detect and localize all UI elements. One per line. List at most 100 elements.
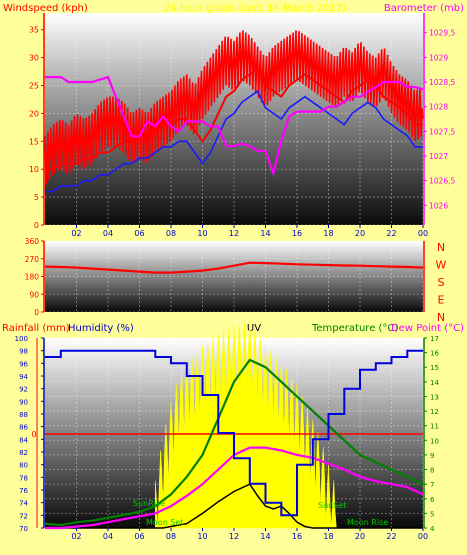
temperature-axis-title: Temperature (°C) xyxy=(311,323,398,334)
moon-series-line xyxy=(45,483,423,529)
x-tick-label: 10 xyxy=(197,532,207,541)
sunrise-label: SunRise xyxy=(133,499,165,508)
x-tick-label: 18 xyxy=(323,532,333,541)
y-tick-label: 1027 xyxy=(429,152,448,161)
x-tick-label: 12 xyxy=(229,532,239,541)
y-tick-label: 16 xyxy=(430,350,439,358)
humidity-axis: 70 72 74 76 78 80 82 84 86 88 90 92 94 96 98 100 xyxy=(15,335,45,533)
y-tick-label: 84 xyxy=(19,436,28,444)
x-tick-label: 22 xyxy=(386,532,396,541)
x-tick-label: 12 xyxy=(229,229,239,238)
compass-label: N xyxy=(437,241,445,254)
y-tick-label: 7 xyxy=(430,481,434,489)
x-tick-label: 10 xyxy=(197,229,207,238)
y-tick-label: 1029,5 xyxy=(429,29,455,38)
y-tick-label: 15 xyxy=(430,364,439,372)
barometer-axis-title: Barometer (mb) xyxy=(384,3,464,14)
x-tick-label: 02 xyxy=(71,532,81,541)
y-tick-label: 80 xyxy=(19,462,28,470)
sunset-label: SunSet xyxy=(318,501,346,510)
y-tick-label: 11 xyxy=(430,423,439,431)
moonrise-label: Moon Rise xyxy=(347,518,388,527)
y-tick-label: 4 xyxy=(430,525,435,533)
y-tick-label: 96 xyxy=(19,360,28,368)
y-tick-label: 17 xyxy=(430,335,439,343)
x-tick-label: 08 xyxy=(166,229,176,238)
direction-series-line xyxy=(44,261,424,274)
y-tick-label: 90 xyxy=(29,290,39,299)
y-tick-label: 13 xyxy=(430,393,439,401)
y-tick-label: 20 xyxy=(29,109,39,118)
x-tick-label: 00 xyxy=(418,532,428,541)
y-tick-label: 5 xyxy=(430,510,434,518)
y-tick-label: 86 xyxy=(19,424,28,432)
uv-axis-title: UV xyxy=(247,323,261,334)
y-tick-label: 5 xyxy=(34,193,39,202)
rain-zero-label: 0 xyxy=(31,430,36,439)
wind-time-axis: 02 04 06 08 10 12 14 16 18 20 22 00 xyxy=(71,225,428,238)
barometer-axis: 1026 1026,5 1027 1027,5 1028 1028,5 1029 1029,5 xyxy=(423,13,455,225)
gust-series-line xyxy=(44,30,424,185)
direction-grid xyxy=(45,240,424,313)
uv-series-area xyxy=(155,320,337,529)
x-tick-label: 02 xyxy=(71,229,81,238)
y-tick-label: 35 xyxy=(29,26,39,35)
direction-axis: 0 90 180 270 360 xyxy=(25,237,425,317)
y-tick-label: 88 xyxy=(19,411,28,419)
direction-plot-area xyxy=(45,241,423,312)
y-tick-label: 25 xyxy=(29,82,39,91)
y-tick-label: 10 xyxy=(29,165,39,174)
y-tick-label: 82 xyxy=(19,449,28,457)
y-tick-label: 0 xyxy=(34,221,39,230)
humidity-axis-title: Humidity (%) xyxy=(68,323,134,334)
temperature-series xyxy=(44,320,424,530)
y-tick-label: 270 xyxy=(25,255,40,264)
average-series-line xyxy=(45,89,423,193)
y-tick-label: 92 xyxy=(19,386,28,394)
y-tick-label: 9 xyxy=(430,452,434,460)
y-tick-label: 1029 xyxy=(429,53,448,62)
y-tick-label: 8 xyxy=(430,467,434,475)
y-tick-label: 70 xyxy=(19,525,28,533)
x-tick-label: 14 xyxy=(260,532,270,541)
barometer-series-line xyxy=(45,75,424,178)
dewpoint-axis-title: Dew Point (°C) xyxy=(391,323,464,334)
y-tick-label: 1028 xyxy=(429,103,448,112)
y-tick-label: 94 xyxy=(19,373,28,381)
compass-label: E xyxy=(438,294,445,307)
windspeed-axis: 0 5 10 15 20 25 30 35 xyxy=(29,13,45,230)
y-tick-label: 1028,5 xyxy=(429,78,455,87)
y-tick-label: 100 xyxy=(15,335,28,343)
compass-label: W xyxy=(436,259,447,272)
x-tick-label: 20 xyxy=(355,229,365,238)
y-tick-label: 360 xyxy=(25,237,40,246)
wind-series xyxy=(44,30,424,193)
y-tick-label: 10 xyxy=(430,437,439,445)
y-tick-label: 180 xyxy=(25,273,40,282)
y-tick-label: 72 xyxy=(19,512,28,520)
temperature-series-line xyxy=(44,358,424,527)
x-tick-label: 08 xyxy=(166,532,176,541)
x-tick-label: 04 xyxy=(103,532,113,541)
y-tick-label: 78 xyxy=(19,474,28,482)
temperature-axis: 4 5 6 7 8 9 10 11 12 13 14 15 16 17 xyxy=(423,335,439,533)
y-tick-label: 0 xyxy=(34,308,39,317)
humidity-series-line xyxy=(45,349,423,517)
direction-series xyxy=(44,261,424,274)
x-tick-label: 00 xyxy=(418,229,428,238)
x-tick-label: 16 xyxy=(292,532,302,541)
x-tick-label: 16 xyxy=(292,229,302,238)
y-tick-label: 30 xyxy=(29,54,39,63)
x-tick-label: 18 xyxy=(323,229,333,238)
y-tick-label: 1026,5 xyxy=(429,177,455,186)
y-tick-label: 74 xyxy=(19,500,28,508)
compass-label: S xyxy=(438,276,445,289)
temperature-time-axis: 02 04 06 08 10 12 14 16 18 20 22 00 xyxy=(71,528,428,541)
wind-series-line xyxy=(45,67,423,171)
compass-label: N xyxy=(437,311,445,324)
x-tick-label: 04 xyxy=(103,229,113,238)
y-tick-label: 14 xyxy=(430,379,439,387)
y-tick-label: 90 xyxy=(19,398,28,406)
x-tick-label: 14 xyxy=(260,229,270,238)
